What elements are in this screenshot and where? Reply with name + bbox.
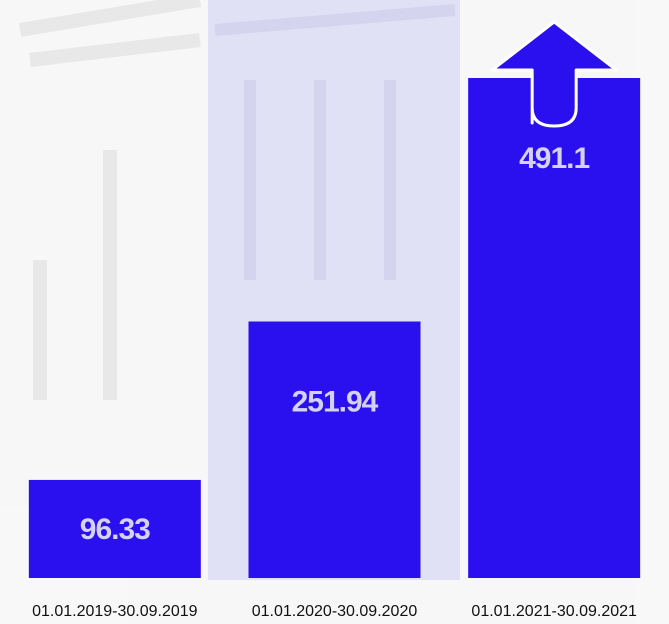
- value-label: 251.94: [292, 385, 379, 418]
- bar: [468, 78, 641, 578]
- bar: [248, 321, 421, 578]
- bar: [28, 479, 201, 578]
- value-label: 491.1: [519, 142, 589, 175]
- x-tick-label: 01.01.2019-30.09.2019: [32, 603, 198, 620]
- x-tick-label: 01.01.2021-30.09.2021: [471, 603, 637, 620]
- x-tick-label: 01.01.2020-30.09.2020: [252, 603, 418, 620]
- up-arrow: [490, 20, 618, 128]
- value-label: 96.33: [80, 513, 150, 546]
